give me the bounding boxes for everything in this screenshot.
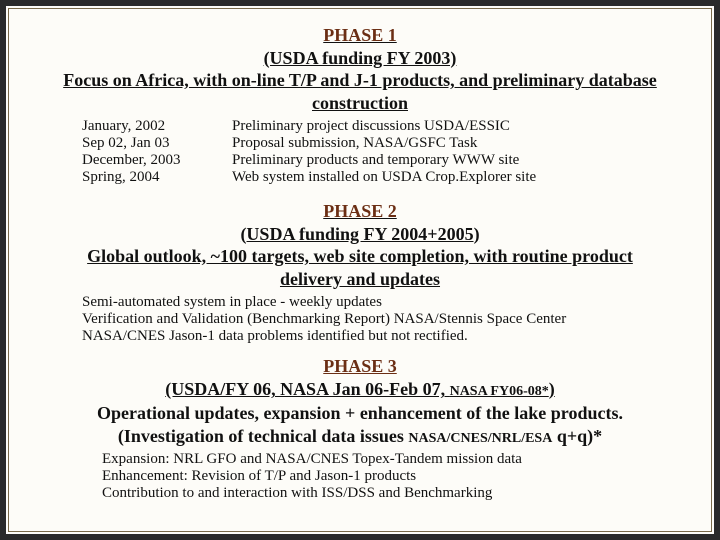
phase3-focus2a: (Investigation of technical data issues: [118, 426, 409, 446]
phase1-desc-col: Preliminary project discussions USDA/ESS…: [232, 118, 638, 186]
table-cell: December, 2003: [82, 152, 232, 169]
table-cell: Spring, 2004: [82, 169, 232, 186]
list-item: Expansion: NRL GFO and NASA/CNES Topex-T…: [102, 451, 638, 468]
phase2-list: Semi-automated system in place - weekly …: [82, 294, 638, 345]
list-item: Verification and Validation (Benchmarkin…: [82, 311, 638, 328]
phase1-heading: PHASE 1 (USDA funding FY 2003) Focus on …: [62, 24, 658, 114]
phase3-list: Expansion: NRL GFO and NASA/CNES Topex-T…: [102, 451, 638, 502]
table-cell: Web system installed on USDA Crop.Explor…: [232, 169, 638, 186]
phase2-focus: Global outlook, ~100 targets, web site c…: [87, 246, 633, 289]
phase1-title-label: PHASE 1: [323, 25, 397, 45]
phase3-focus1: Operational updates, expansion + enhance…: [97, 403, 623, 423]
table-cell: January, 2002: [82, 118, 232, 135]
phase3-subtitle-c: ): [549, 379, 555, 399]
phase2-heading: PHASE 2 (USDA funding FY 2004+2005) Glob…: [62, 200, 658, 290]
table-cell: Preliminary project discussions USDA/ESS…: [232, 118, 638, 135]
phase1-dates-col: January, 2002 Sep 02, Jan 03 December, 2…: [82, 118, 232, 186]
list-item: Contribution to and interaction with ISS…: [102, 485, 638, 502]
phase3-focus2b: NASA/CNES/NRL/ESA: [408, 431, 552, 446]
phase3-title-label: PHASE 3: [323, 356, 397, 376]
phase3-subtitle-b: NASA FY06-08*: [450, 384, 549, 399]
slide-container: PHASE 1 (USDA funding FY 2003) Focus on …: [0, 0, 720, 540]
list-item: Enhancement: Revision of T/P and Jason-1…: [102, 468, 638, 485]
phase1-subtitle: (USDA funding FY 2003): [264, 48, 457, 68]
table-cell: Proposal submission, NASA/GSFC Task: [232, 135, 638, 152]
list-item: NASA/CNES Jason-1 data problems identifi…: [82, 328, 638, 345]
table-cell: Preliminary products and temporary WWW s…: [232, 152, 638, 169]
list-item: Semi-automated system in place - weekly …: [82, 294, 638, 311]
phase3-subtitle-a: (USDA/FY 06, NASA Jan 06-Feb 07,: [165, 379, 449, 399]
phase2-subtitle: (USDA funding FY 2004+2005): [240, 224, 479, 244]
phase3-focus2c: q+q)*: [552, 426, 602, 446]
table-cell: Sep 02, Jan 03: [82, 135, 232, 152]
phase3-heading: PHASE 3 (USDA/FY 06, NASA Jan 06-Feb 07,…: [34, 355, 686, 449]
phase2-title-label: PHASE 2: [323, 201, 397, 221]
phase1-focus: Focus on Africa, with on-line T/P and J-…: [63, 70, 657, 113]
phase1-table: January, 2002 Sep 02, Jan 03 December, 2…: [82, 118, 638, 186]
